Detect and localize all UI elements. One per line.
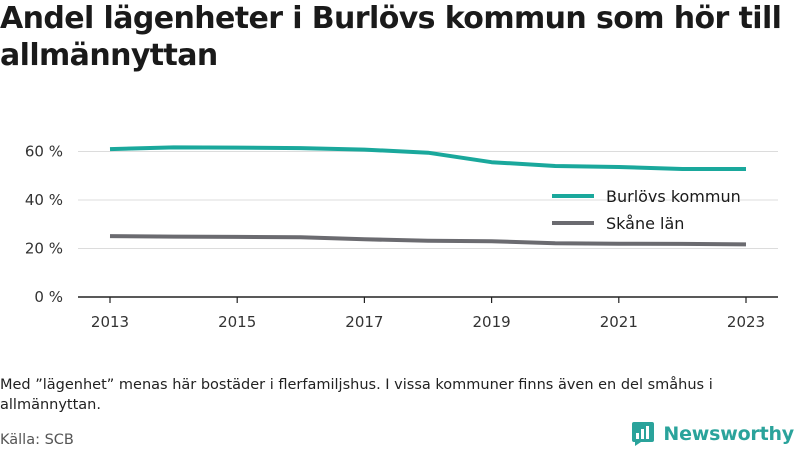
x-tick-label: 2017 [345,313,383,331]
x-tick-label: 2021 [600,313,638,331]
series-line [109,145,746,171]
chart-note: Med ”lägenhet” menas här bostäder i fler… [0,377,713,413]
y-tick-label: 60 % [25,143,63,161]
y-tick-label: 0 % [34,288,63,306]
line-chart: 0 % 20 % 40 % 60 % 2013 2015 2017 2019 2021 2023… [25,143,778,331]
brand-name: Newsworthy [663,423,794,445]
x-axis: 2013 2015 2017 2019 2021 2023 [78,296,778,331]
x-tick-label: 2015 [218,313,256,331]
series-lines [109,145,747,247]
chart-title: Andel lägenheter i Burlövs kommun som hö… [0,1,782,73]
series-line [109,234,747,247]
y-axis-labels: 0 % 20 % 40 % 60 % [25,143,63,307]
legend-label: Burlövs kommun [606,187,741,206]
x-tick-label: 2019 [473,313,511,331]
brand-logo[interactable]: Newsworthy [631,420,794,448]
y-tick-label: 40 % [25,191,63,209]
legend-swatch [552,221,594,225]
newsworthy-logo-icon [632,422,655,446]
legend: Burlövs kommun Skåne län [552,187,741,233]
y-tick-label: 20 % [25,240,63,258]
x-tick-label: 2013 [91,313,129,331]
legend-swatch [552,194,594,198]
x-tick-label: 2023 [727,313,765,331]
legend-label: Skåne län [606,214,684,233]
source-text: Källa: SCB [0,432,74,448]
